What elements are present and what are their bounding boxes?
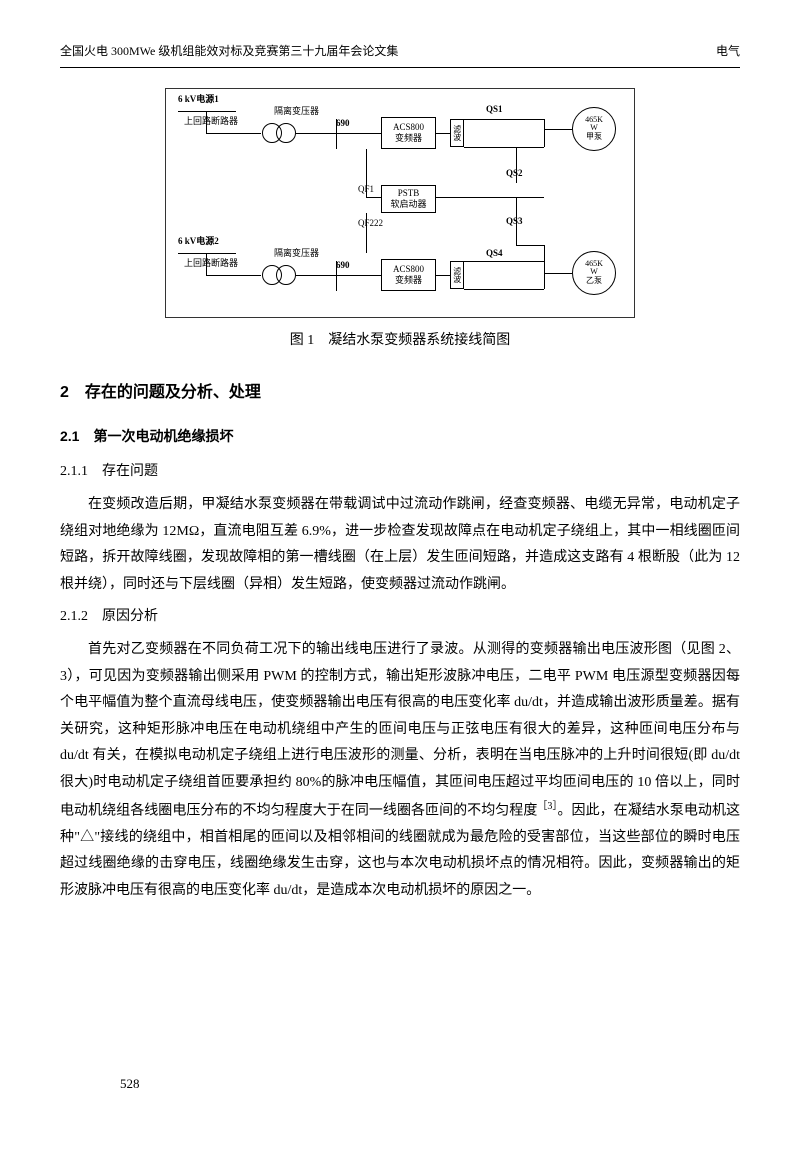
- line: [544, 261, 545, 289]
- pumpA-circle: 465K W 甲泵: [572, 107, 616, 151]
- line: [366, 197, 381, 198]
- ref-3: ［3］: [537, 801, 557, 812]
- xfmr2-coil-b: [276, 265, 296, 285]
- ps2-sub: 上回路断路器: [184, 259, 238, 269]
- filter1-label: 滤波: [452, 125, 462, 141]
- line: [206, 133, 261, 134]
- line: [336, 261, 337, 291]
- xfmr1-coil-b: [276, 123, 296, 143]
- softstart-box: PSTB 软启动器: [381, 185, 436, 213]
- line: [336, 133, 381, 134]
- section-2-num: 2: [60, 384, 69, 401]
- line: [206, 253, 207, 275]
- page-header: 全国火电 300MWe 级机组能效对标及竞赛第三十九届年会论文集 电气: [60, 40, 740, 68]
- line: [464, 261, 544, 262]
- line: [516, 147, 517, 183]
- section-2-1-heading: 2.1 第一次电动机绝缘损坏: [60, 423, 740, 450]
- filter2-label: 滤波: [452, 267, 462, 283]
- header-left: 全国火电 300MWe 级机组能效对标及竞赛第三十九届年会论文集: [60, 40, 398, 63]
- section-2-title: 存在的问题及分析、处理: [85, 384, 261, 401]
- line: [436, 197, 544, 198]
- xfmr2-label: 隔离变压器: [274, 249, 319, 259]
- vfd1-label: ACS800 变频器: [393, 122, 424, 144]
- section-2-heading: 2 存在的问题及分析、处理: [60, 378, 740, 408]
- vfd2-label: ACS800 变频器: [393, 264, 424, 286]
- page-number: 528: [120, 1072, 140, 1097]
- para-2-1-1: 在变频改造后期，甲凝结水泵变频器在带载调试中过流动作跳闸，经查变频器、电缆无异常…: [60, 492, 740, 598]
- line: [544, 129, 572, 130]
- line: [544, 245, 545, 261]
- section-2-1-1-title: 存在问题: [102, 464, 158, 479]
- ps2-title: 6 kV电源2: [178, 237, 219, 247]
- figure-1-caption: 图 1 凝结水泵变频器系统接线简图: [60, 328, 740, 355]
- line: [464, 119, 544, 120]
- pumpB-circle: 465K W 乙泵: [572, 251, 616, 295]
- line: [516, 245, 544, 246]
- section-2-1-title: 第一次电动机绝缘损坏: [93, 428, 233, 444]
- line: [436, 275, 450, 276]
- bus690-2: 690: [336, 261, 350, 271]
- section-2-1-1-heading: 2.1.1 存在问题: [60, 459, 740, 486]
- line: [464, 147, 544, 148]
- qs4-label: QS4: [486, 249, 503, 259]
- figure-1-wrap: 6 kV电源1 上回路断路器 隔离变压器 690 ACS800 变频器 滤波 Q…: [60, 88, 740, 318]
- line: [336, 275, 381, 276]
- line: [436, 133, 450, 134]
- line: [296, 275, 336, 276]
- qs2-label: QS2: [506, 169, 523, 179]
- section-2-1-2-title: 原因分析: [102, 609, 158, 624]
- section-2-1-2-num: 2.1.2: [60, 609, 88, 624]
- filter2-box: 滤波: [450, 261, 464, 289]
- line: [516, 197, 517, 245]
- line: [206, 275, 261, 276]
- qs3-label: QS3: [506, 217, 523, 227]
- line: [366, 149, 367, 197]
- figure-1-diagram: 6 kV电源1 上回路断路器 隔离变压器 690 ACS800 变频器 滤波 Q…: [165, 88, 635, 318]
- pumpA-label: 465K W 甲泵: [585, 116, 603, 142]
- para-2-1-2a: 首先对乙变频器在不同负荷工况下的输出线电压进行了录波。从测得的变频器输出电压波形…: [60, 642, 740, 818]
- line: [178, 253, 236, 254]
- line: [464, 289, 544, 290]
- filter1-box: 滤波: [450, 119, 464, 147]
- section-2-1-1-num: 2.1.1: [60, 464, 88, 479]
- ps1-sub: 上回路断路器: [184, 117, 238, 127]
- para-2-1-2: 首先对乙变频器在不同负荷工况下的输出线电压进行了录波。从测得的变频器输出电压波形…: [60, 637, 740, 905]
- line: [178, 111, 236, 112]
- ps1-title: 6 kV电源1: [178, 95, 219, 105]
- pumpB-label: 465K W 乙泵: [585, 260, 603, 286]
- vfd2-box: ACS800 变频器: [381, 259, 436, 291]
- line: [544, 273, 572, 274]
- header-right: 电气: [716, 40, 740, 63]
- section-2-1-num: 2.1: [60, 428, 79, 444]
- line: [206, 111, 207, 133]
- qs1-label: QS1: [486, 105, 503, 115]
- vfd1-box: ACS800 变频器: [381, 117, 436, 149]
- line: [296, 133, 336, 134]
- bus690-1: 690: [336, 119, 350, 129]
- line: [544, 119, 545, 147]
- softstart-label: PSTB 软启动器: [390, 188, 426, 210]
- qf222-label: QF222: [358, 219, 383, 229]
- section-2-1-2-heading: 2.1.2 原因分析: [60, 604, 740, 631]
- xfmr1-label: 隔离变压器: [274, 107, 319, 117]
- line: [336, 119, 337, 149]
- line: [366, 213, 367, 253]
